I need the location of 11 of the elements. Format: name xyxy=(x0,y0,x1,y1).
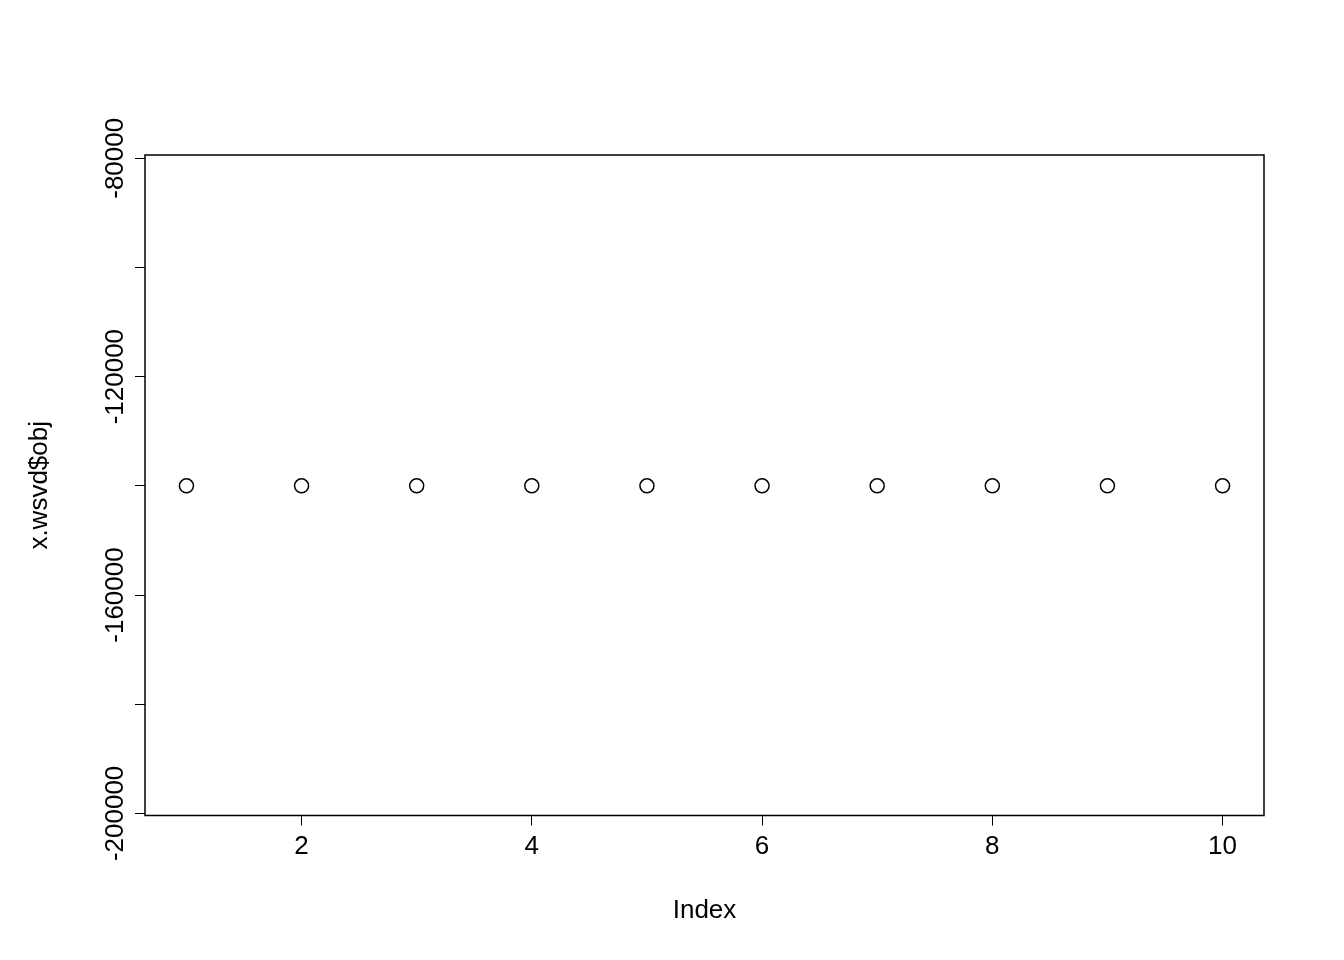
x-tick-label: 2 xyxy=(294,830,309,861)
y-axis-title: x.wsvd$obj xyxy=(23,420,54,550)
x-axis-title: Index xyxy=(672,893,737,924)
y-tick-label: -200000 xyxy=(99,765,130,862)
x-tick-label: 8 xyxy=(985,830,1000,861)
y-tick-label: -120000 xyxy=(99,328,130,425)
x-tick-label: 10 xyxy=(1208,830,1238,861)
y-tick-label: -80000 xyxy=(99,117,130,199)
y-tick-label: -160000 xyxy=(99,547,130,643)
x-tick-label: 6 xyxy=(754,830,770,861)
x-tick-label: 4 xyxy=(524,830,540,861)
